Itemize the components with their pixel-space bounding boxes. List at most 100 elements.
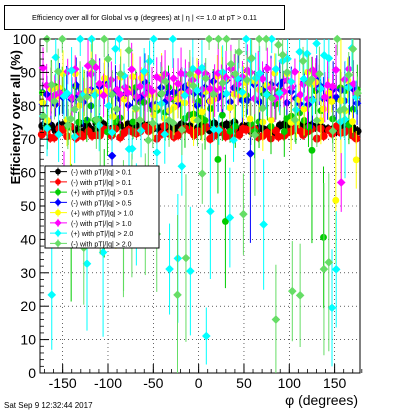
data-point [210, 131, 219, 140]
y-tick-label: 60 [20, 165, 36, 181]
data-point [112, 104, 122, 114]
data-point [152, 148, 162, 157]
data-point [261, 34, 271, 44]
data-point [131, 103, 141, 113]
y-tick-label: 30 [20, 265, 36, 281]
data-point [67, 66, 76, 75]
data-point [271, 315, 281, 324]
data-point [197, 63, 207, 73]
data-point [202, 331, 211, 341]
data-point [82, 259, 92, 269]
data-point [197, 169, 207, 178]
data-point [202, 123, 211, 132]
data-point [262, 90, 271, 99]
y-tick-label: 40 [20, 231, 36, 247]
data-point [340, 115, 350, 124]
data-point [258, 74, 267, 84]
data-point [140, 98, 148, 106]
data-point [210, 86, 219, 95]
legend-label: (-) with pT|/|q| > 0.1 [71, 170, 132, 177]
data-point [135, 82, 145, 91]
x-tick-label: -150 [49, 375, 77, 391]
data-point [47, 290, 57, 300]
x-tick-label: 150 [323, 375, 347, 391]
data-point [168, 118, 178, 128]
data-point [290, 67, 300, 77]
data-point [188, 81, 198, 91]
y-tick-label: 0 [28, 365, 36, 381]
data-point [137, 74, 145, 82]
data-point [308, 146, 316, 154]
data-point [218, 111, 226, 119]
data-point [332, 34, 342, 44]
data-point [231, 69, 240, 79]
data-point [70, 132, 79, 141]
data-point [221, 217, 229, 225]
data-point [201, 116, 209, 124]
data-point [186, 266, 195, 276]
data-point [53, 67, 63, 76]
data-point [75, 118, 83, 126]
data-point [279, 87, 289, 96]
data-point [206, 207, 215, 216]
data-point [164, 115, 174, 125]
data-point [280, 128, 288, 135]
data-point [214, 125, 224, 135]
data-point [348, 44, 358, 54]
data-point [181, 69, 190, 79]
data-point [308, 65, 317, 75]
data-point [140, 89, 150, 98]
data-point [54, 130, 63, 139]
data-point [233, 74, 242, 83]
data-point [98, 248, 108, 257]
data-point [336, 178, 346, 187]
data-point [319, 132, 328, 141]
data-point [115, 34, 124, 44]
data-point [135, 115, 145, 125]
data-point [161, 96, 171, 106]
data-point [164, 89, 173, 98]
data-point [324, 53, 334, 63]
data-point [267, 94, 277, 103]
data-point [331, 65, 341, 75]
data-point [149, 34, 159, 44]
data-point [104, 101, 114, 111]
data-point [337, 97, 345, 105]
data-point [54, 219, 62, 227]
data-point [300, 105, 308, 113]
data-point [298, 56, 308, 66]
data-point [327, 303, 337, 313]
data-point [111, 44, 120, 54]
data-point [234, 47, 244, 57]
data-point [295, 291, 305, 300]
data-point [344, 70, 354, 80]
axes: -150 -100 -50 0 50 100 150 0 10 20 30 40 50 60 70 80 90 1… [13, 31, 363, 391]
data-point [255, 69, 264, 78]
data-point [295, 47, 304, 57]
data-point [201, 74, 211, 83]
data-point [109, 113, 117, 121]
data-point [225, 213, 235, 222]
data-point [271, 64, 281, 74]
data-point [88, 57, 97, 67]
data-point [157, 99, 166, 108]
data-point [160, 129, 170, 139]
data-point [157, 89, 167, 98]
data-point [316, 84, 326, 94]
data-point [222, 89, 231, 98]
data-point [237, 87, 247, 97]
data-point [266, 83, 276, 93]
data-point [107, 128, 117, 137]
data-point [129, 118, 137, 126]
data-point [120, 95, 128, 103]
data-point [250, 130, 260, 140]
data-point [55, 189, 61, 196]
data-point [177, 161, 187, 171]
data-point [103, 54, 113, 64]
data-point [209, 125, 219, 134]
y-tick-label: 20 [20, 298, 36, 314]
x-tick-label: 50 [236, 375, 252, 391]
data-point [176, 69, 186, 78]
data-point [331, 265, 341, 274]
data-point [239, 209, 248, 219]
